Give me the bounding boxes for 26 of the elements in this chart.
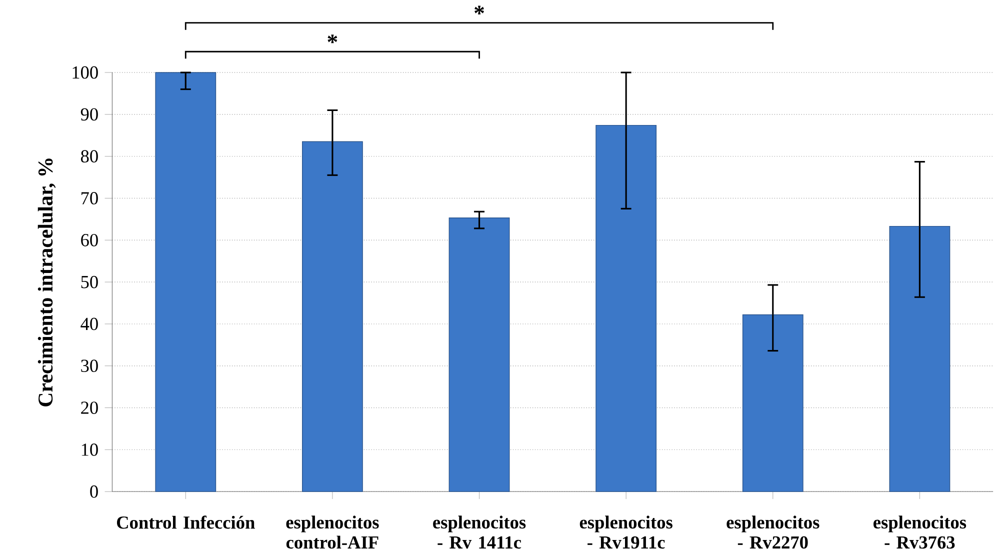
y-tick-label: 80 <box>80 150 98 162</box>
x-tick-label: esplenocitos - Rv2270 <box>726 516 820 549</box>
bar <box>889 226 950 492</box>
x-tick-label: esplenocitos - Rv3763 <box>874 516 966 549</box>
x-tick-label: esplenocitos - Rv 1411c <box>433 516 526 549</box>
y-tick-label: 40 <box>80 318 98 330</box>
x-tick-label: esplenocitos control-AIF <box>286 516 379 549</box>
text: * <box>474 6 484 14</box>
y-tick-label: 100 <box>72 66 98 79</box>
bar <box>596 124 657 492</box>
y-tick-label: 70 <box>81 192 98 204</box>
bar <box>742 314 804 492</box>
y-tick-label: 20 <box>81 402 98 414</box>
y-tick-label: 10 <box>82 443 98 456</box>
text: * <box>328 34 338 44</box>
y-tick-label: 30 <box>81 360 98 372</box>
y-tick-label: 50 <box>81 276 98 288</box>
y-axis-title: Crecimiento intracelular, % <box>38 158 56 406</box>
x-tick-label: Control Infección <box>116 516 255 529</box>
bar <box>302 141 363 492</box>
y-tick-label: 90 <box>80 108 98 121</box>
y-tick-label: 0 <box>90 485 98 498</box>
bar <box>448 218 510 492</box>
bar <box>155 72 216 492</box>
y-tick-label: 60 <box>81 234 98 246</box>
x-tick-label: esplenocitos - Rv1911c <box>580 516 672 549</box>
